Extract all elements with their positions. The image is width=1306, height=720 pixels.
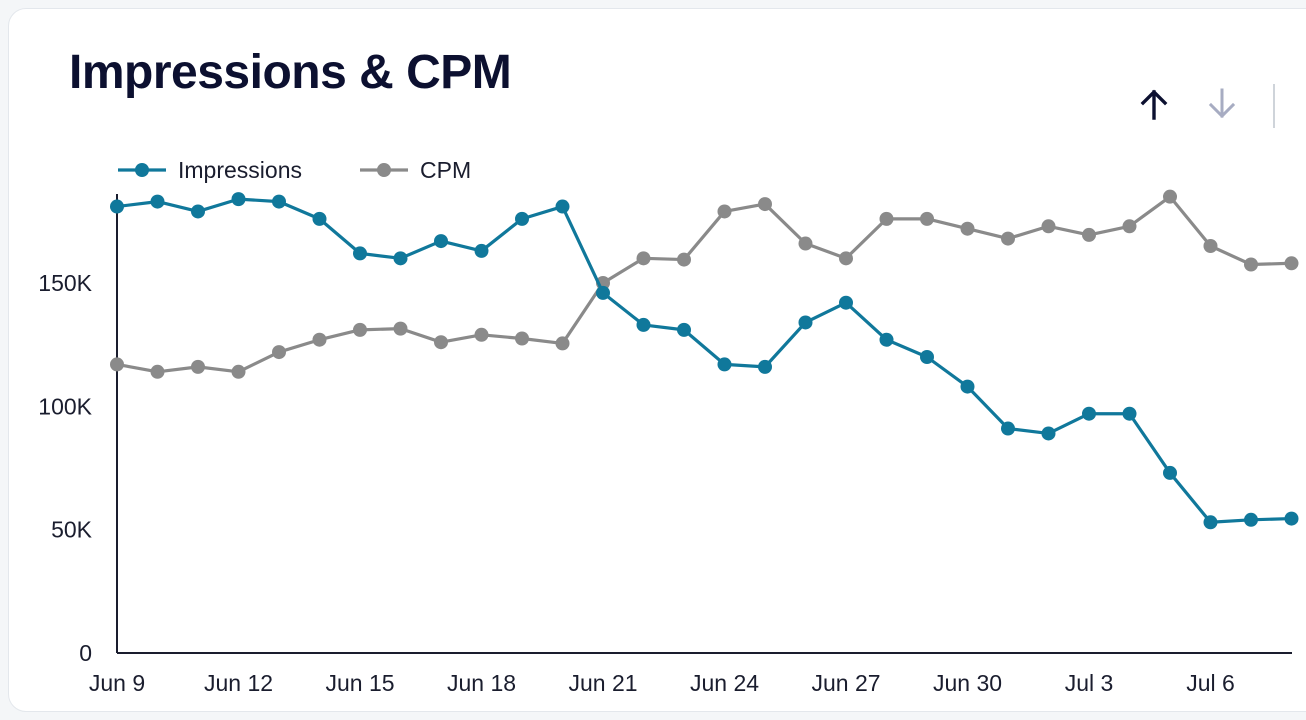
cpm-data-point <box>636 251 651 266</box>
cpm-data-point <box>1001 231 1015 246</box>
impressions-data-point <box>474 243 489 258</box>
impressions-data-point <box>110 199 124 214</box>
cpm-data-point <box>110 357 124 372</box>
impressions-data-point <box>920 350 934 364</box>
legend-cpm-label: CPM <box>420 157 471 183</box>
impressions-data-point <box>231 192 246 207</box>
cpm-data-point <box>353 322 367 337</box>
impressions-data-point <box>150 194 165 209</box>
impressions-data-point <box>1163 465 1177 480</box>
impressions-data-point <box>1041 426 1056 441</box>
cpm-data-point <box>1244 257 1258 272</box>
impressions-data-point <box>1122 406 1137 421</box>
impressions-data-point <box>879 332 894 347</box>
x-tick-label: Jun 27 <box>811 670 880 696</box>
cpm-data-point <box>272 345 286 360</box>
y-tick-label: 0 <box>79 640 92 666</box>
cpm-data-point <box>1122 219 1137 234</box>
x-tick-label: Jun 12 <box>204 670 273 696</box>
impressions-data-point <box>353 246 367 261</box>
impressions-data-point <box>555 199 570 214</box>
cpm-data-point <box>474 327 489 342</box>
arrow-down-icon <box>1208 88 1236 119</box>
impressions-data-point <box>839 295 853 310</box>
cpm-data-point <box>150 364 165 379</box>
impressions-data-point <box>717 357 732 372</box>
legend-cpm-marker <box>377 163 391 177</box>
sort-ascending-button[interactable] <box>1134 84 1174 124</box>
y-tick-label: 100K <box>38 393 92 419</box>
x-tick-label: Jun 15 <box>325 670 394 696</box>
impressions-series-line <box>116 197 1292 524</box>
cpm-data-point <box>1203 239 1218 253</box>
x-tick-label: Jul 6 <box>1186 670 1235 696</box>
impressions-data-point <box>677 322 691 337</box>
toolbar-divider <box>1273 84 1275 128</box>
cpm-data-point <box>758 197 772 212</box>
impressions-data-point <box>596 285 610 300</box>
impressions-data-point <box>312 211 327 226</box>
cpm-data-point <box>434 335 448 350</box>
cpm-data-point <box>960 221 975 236</box>
cpm-data-point <box>839 251 853 266</box>
legend-impressions-marker <box>135 163 149 177</box>
x-tick-label: Jun 24 <box>690 670 759 696</box>
cpm-data-point <box>515 331 529 346</box>
cpm-data-point <box>717 204 732 219</box>
impressions-data-point <box>1001 421 1015 436</box>
cpm-data-point <box>231 364 246 379</box>
impressions-data-point <box>798 315 813 330</box>
impressions-data-point <box>1244 512 1258 527</box>
impressions-data-point <box>636 317 651 332</box>
cpm-data-point <box>920 211 934 226</box>
x-tick-label: Jul 3 <box>1065 670 1114 696</box>
cpm-data-point <box>1163 189 1177 204</box>
cpm-data-point <box>879 211 894 226</box>
arrow-up-icon <box>1140 89 1168 120</box>
cpm-data-point <box>798 236 813 251</box>
impressions-data-point <box>393 251 408 266</box>
y-tick-label: 150K <box>38 270 92 296</box>
x-tick-label: Jun 9 <box>89 670 145 696</box>
impressions-data-point <box>960 379 975 394</box>
impressions-data-point <box>272 194 286 209</box>
impressions-data-point <box>758 359 772 374</box>
sort-descending-button[interactable] <box>1202 84 1242 124</box>
cpm-data-point <box>393 321 408 336</box>
cpm-data-point <box>312 332 327 347</box>
impressions-data-point <box>515 211 529 226</box>
cpm-data-point <box>1041 219 1056 234</box>
x-tick-label: Jun 30 <box>933 670 1002 696</box>
impressions-data-point <box>1082 406 1096 421</box>
legend-impressions-label: Impressions <box>178 157 302 183</box>
cpm-data-point <box>191 359 205 374</box>
chart-title: Impressions & CPM <box>69 46 512 99</box>
impressions-data-point <box>434 234 448 249</box>
x-tick-label: Jun 18 <box>447 670 516 696</box>
impressions-data-point <box>1284 511 1299 526</box>
impressions-data-point <box>191 204 205 219</box>
y-tick-label: 50K <box>51 517 93 543</box>
cpm-data-point <box>555 336 570 351</box>
cpm-data-point <box>1082 227 1096 242</box>
impressions-data-point <box>1203 515 1218 530</box>
cpm-data-point <box>1284 256 1299 271</box>
cpm-data-point <box>677 252 691 267</box>
x-tick-label: Jun 21 <box>568 670 637 696</box>
chart-card: Impressions & CPM <box>8 8 1306 712</box>
